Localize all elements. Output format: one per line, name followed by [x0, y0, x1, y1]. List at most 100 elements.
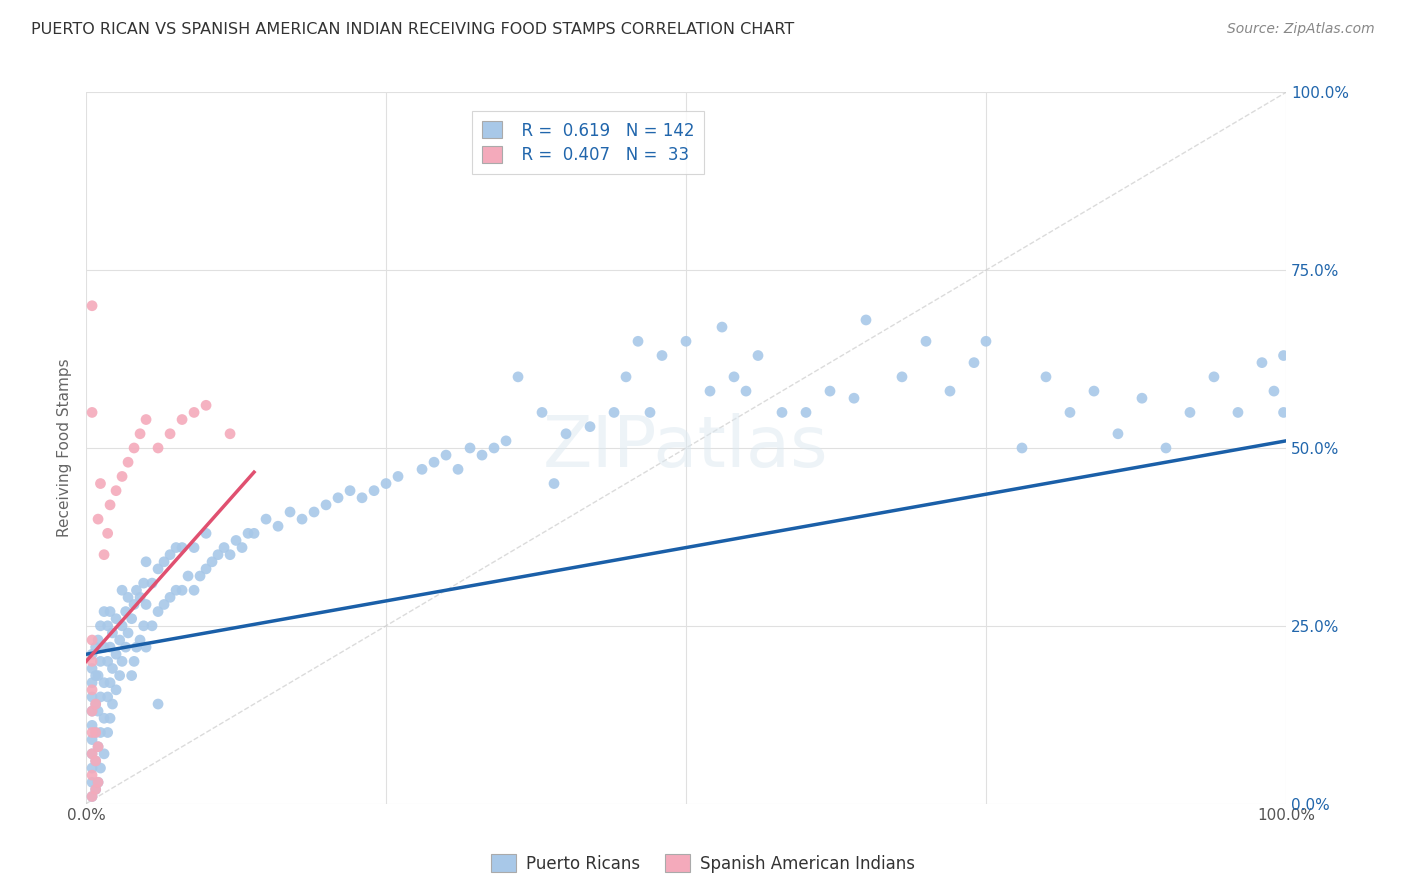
Point: [114, 605, 136, 619]
Point: [555, 426, 578, 441]
Point: [122, 598, 145, 612]
Point: [87, 739, 110, 754]
Point: [1083, 384, 1105, 398]
Point: [122, 441, 145, 455]
Point: [84, 782, 107, 797]
Point: [219, 548, 242, 562]
Point: [735, 384, 758, 398]
Point: [267, 519, 290, 533]
Point: [1178, 405, 1201, 419]
Point: [80, 661, 103, 675]
Point: [93, 640, 115, 654]
Point: [165, 541, 187, 555]
Point: [135, 598, 157, 612]
Point: [236, 526, 259, 541]
Point: [80, 647, 103, 661]
Point: [699, 384, 721, 398]
Point: [80, 747, 103, 761]
Point: [97, 654, 120, 668]
Point: [153, 598, 176, 612]
Point: [141, 619, 163, 633]
Point: [97, 526, 120, 541]
Point: [89, 690, 111, 704]
Legend: Puerto Ricans, Spanish American Indians: Puerto Ricans, Spanish American Indians: [484, 847, 922, 880]
Point: [939, 384, 962, 398]
Point: [146, 562, 169, 576]
Y-axis label: Receiving Food Stamps: Receiving Food Stamps: [58, 359, 72, 537]
Point: [711, 320, 734, 334]
Point: [111, 654, 134, 668]
Point: [98, 711, 121, 725]
Point: [423, 455, 446, 469]
Point: [326, 491, 349, 505]
Point: [135, 555, 157, 569]
Point: [495, 434, 517, 448]
Point: [159, 548, 181, 562]
Point: [212, 541, 235, 555]
Point: [87, 775, 110, 789]
Point: [201, 555, 224, 569]
Point: [80, 725, 103, 739]
Point: [105, 647, 128, 661]
Point: [1059, 405, 1081, 419]
Point: [108, 668, 131, 682]
Point: [89, 761, 111, 775]
Point: [84, 725, 107, 739]
Point: [842, 391, 865, 405]
Point: [132, 619, 155, 633]
Point: [146, 697, 169, 711]
Point: [111, 469, 134, 483]
Text: Source: ZipAtlas.com: Source: ZipAtlas.com: [1227, 22, 1375, 37]
Point: [675, 334, 697, 349]
Point: [170, 583, 193, 598]
Legend:   R =  0.619   N = 142,   R =  0.407   N =  33: R = 0.619 N = 142, R = 0.407 N = 33: [472, 112, 704, 174]
Point: [80, 761, 103, 775]
Point: [98, 605, 121, 619]
Point: [579, 419, 602, 434]
Point: [638, 405, 661, 419]
Point: [183, 405, 205, 419]
Point: [80, 690, 103, 704]
Point: [170, 541, 193, 555]
Point: [93, 605, 115, 619]
Point: [129, 633, 152, 648]
Point: [80, 654, 103, 668]
Point: [80, 682, 103, 697]
Point: [87, 775, 110, 789]
Point: [543, 476, 565, 491]
Point: [117, 591, 139, 605]
Point: [458, 441, 481, 455]
Point: [87, 512, 110, 526]
Point: [915, 334, 938, 349]
Point: [80, 789, 103, 804]
Point: [105, 682, 128, 697]
Point: [89, 476, 111, 491]
Point: [98, 498, 121, 512]
Point: [105, 612, 128, 626]
Point: [278, 505, 301, 519]
Point: [80, 704, 103, 718]
Point: [1154, 441, 1177, 455]
Point: [188, 569, 211, 583]
Point: [183, 541, 205, 555]
Point: [89, 654, 111, 668]
Point: [98, 640, 121, 654]
Point: [153, 555, 176, 569]
Point: [818, 384, 841, 398]
Point: [1202, 369, 1225, 384]
Point: [97, 725, 120, 739]
Point: [974, 334, 997, 349]
Point: [114, 640, 136, 654]
Point: [531, 405, 554, 419]
Point: [195, 398, 218, 412]
Point: [195, 526, 218, 541]
Point: [117, 626, 139, 640]
Point: [1226, 405, 1249, 419]
Point: [105, 483, 128, 498]
Point: [93, 548, 115, 562]
Point: [89, 619, 111, 633]
Point: [87, 668, 110, 682]
Point: [111, 619, 134, 633]
Point: [93, 675, 115, 690]
Point: [97, 619, 120, 633]
